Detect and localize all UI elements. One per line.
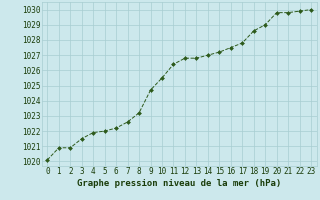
X-axis label: Graphe pression niveau de la mer (hPa): Graphe pression niveau de la mer (hPa) xyxy=(77,179,281,188)
